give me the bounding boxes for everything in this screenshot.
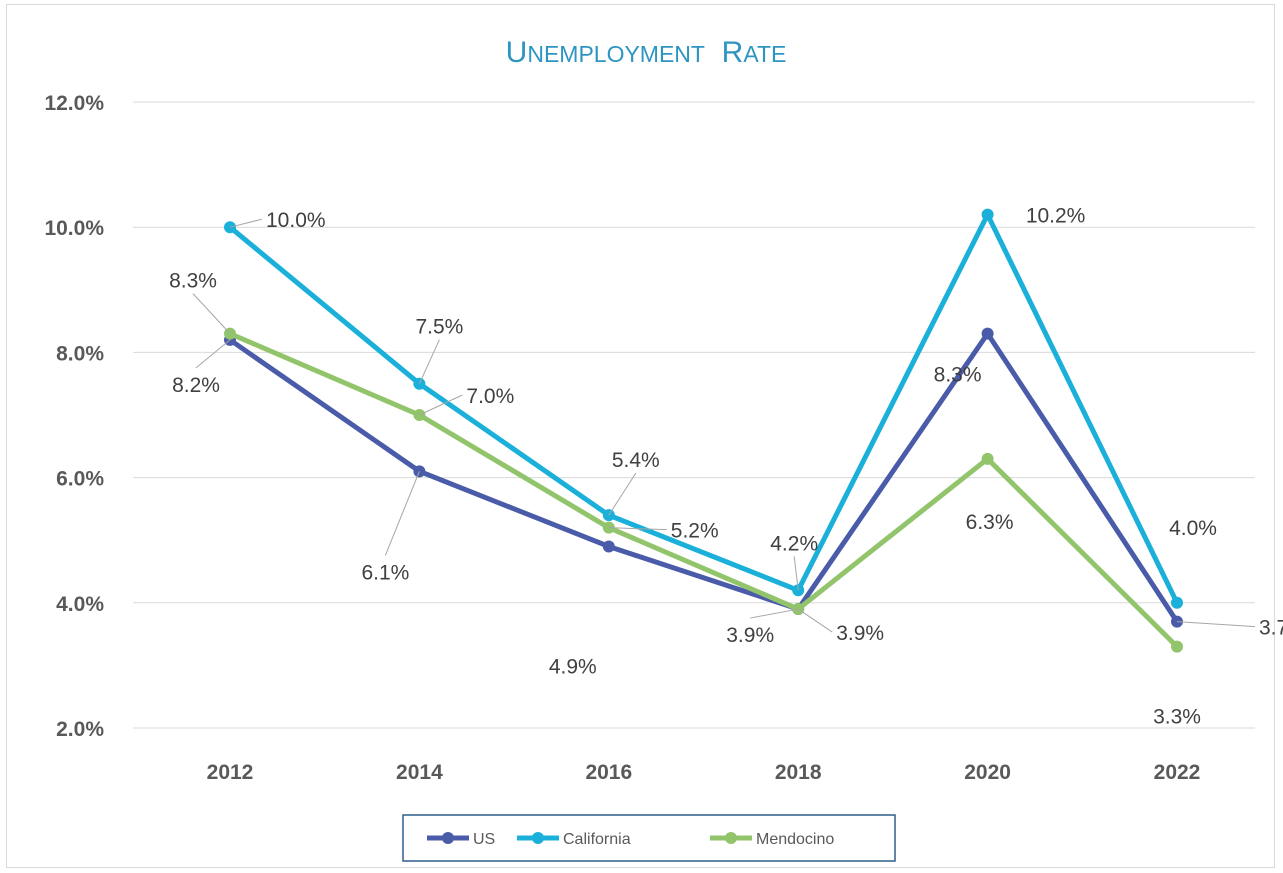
- label-leader-line: [418, 339, 440, 384]
- data-label-california: 10.2%: [1026, 205, 1086, 228]
- y-tick-label: 12.0%: [44, 92, 104, 115]
- data-label-mendocino: 3.3%: [1153, 706, 1201, 729]
- legend-label-us: US: [473, 831, 495, 848]
- y-tick-label: 6.0%: [56, 468, 104, 491]
- series-lines: [224, 208, 1183, 653]
- data-label-mendocino: 7.0%: [466, 385, 514, 408]
- x-tick-label: 2022: [1154, 761, 1201, 784]
- data-point-california: [1171, 596, 1183, 609]
- label-leader-line: [195, 339, 231, 369]
- y-tick-label: 2.0%: [56, 718, 104, 741]
- label-leader-line: [229, 218, 263, 228]
- data-label-california: 7.5%: [415, 316, 463, 339]
- data-label-california: 4.2%: [770, 532, 818, 555]
- data-label-mendocino: 5.2%: [671, 520, 719, 543]
- data-labels: 8.2% 6.1% 4.9% 3.9% 8.3% 3.7% 10.0% 7.5% 5.4% 4.2…: [169, 205, 1283, 729]
- data-label-mendocino: 8.3%: [169, 270, 217, 293]
- chart-title: UNEMPLOYMENT RATE: [506, 36, 787, 69]
- data-label-us: 8.3%: [934, 364, 982, 387]
- data-label-us: 6.1%: [361, 561, 409, 584]
- x-axis: 2012 2014 2016 2018 2020 2022: [207, 761, 1201, 784]
- x-tick-label: 2018: [775, 761, 822, 784]
- legend-label-mendocino: Mendocino: [756, 831, 834, 848]
- label-leader-line: [1176, 621, 1256, 628]
- data-label-california: 4.0%: [1169, 517, 1217, 540]
- label-leader-lines: [192, 218, 1256, 633]
- chart-area: [6, 4, 1275, 868]
- legend-marker-us: [442, 832, 454, 844]
- label-leader-line: [608, 472, 637, 516]
- x-tick-label: 2016: [585, 761, 632, 784]
- data-label-us: 4.9%: [549, 655, 597, 678]
- series-line-us: [228, 331, 1180, 623]
- x-tick-label: 2012: [207, 761, 254, 784]
- legend-marker-mendocino: [725, 832, 737, 844]
- data-point-us: [602, 540, 615, 553]
- data-label-us: 8.2%: [172, 374, 220, 397]
- label-leader-line: [192, 293, 231, 334]
- y-tick-label: 8.0%: [56, 342, 104, 365]
- legend-marker-california: [532, 832, 544, 844]
- legend: US California Mendocino: [402, 814, 896, 862]
- legend-box: [402, 814, 896, 862]
- label-leader-line: [384, 471, 420, 556]
- gridlines: [133, 101, 1255, 729]
- data-label-mendocino: 3.9%: [836, 622, 884, 645]
- data-label-mendocino: 6.3%: [966, 511, 1014, 534]
- y-axis: 2.0% 4.0% 6.0% 8.0% 10.0% 12.0%: [44, 92, 104, 741]
- x-tick-label: 2014: [396, 761, 443, 784]
- data-label-us: 3.9%: [726, 624, 774, 647]
- label-leader-line: [793, 556, 799, 591]
- data-point-us: [981, 327, 994, 340]
- label-leader-line: [797, 608, 833, 633]
- data-point-mendocino: [1171, 640, 1183, 653]
- label-leader-line: [750, 608, 799, 619]
- data-label-us: 3.7%: [1259, 617, 1283, 640]
- label-leader-line: [419, 394, 463, 416]
- y-tick-label: 4.0%: [56, 593, 104, 616]
- data-label-california: 5.4%: [612, 449, 660, 472]
- y-tick-label: 10.0%: [44, 217, 104, 240]
- data-label-california: 10.0%: [266, 209, 326, 232]
- x-tick-label: 2020: [964, 761, 1011, 784]
- series-line-mendocino: [229, 331, 1179, 649]
- data-point-mendocino: [981, 452, 994, 465]
- label-leader-line: [608, 527, 667, 531]
- series-line-california: [228, 212, 1180, 604]
- data-point-california: [981, 208, 994, 221]
- legend-label-california: California: [563, 831, 631, 848]
